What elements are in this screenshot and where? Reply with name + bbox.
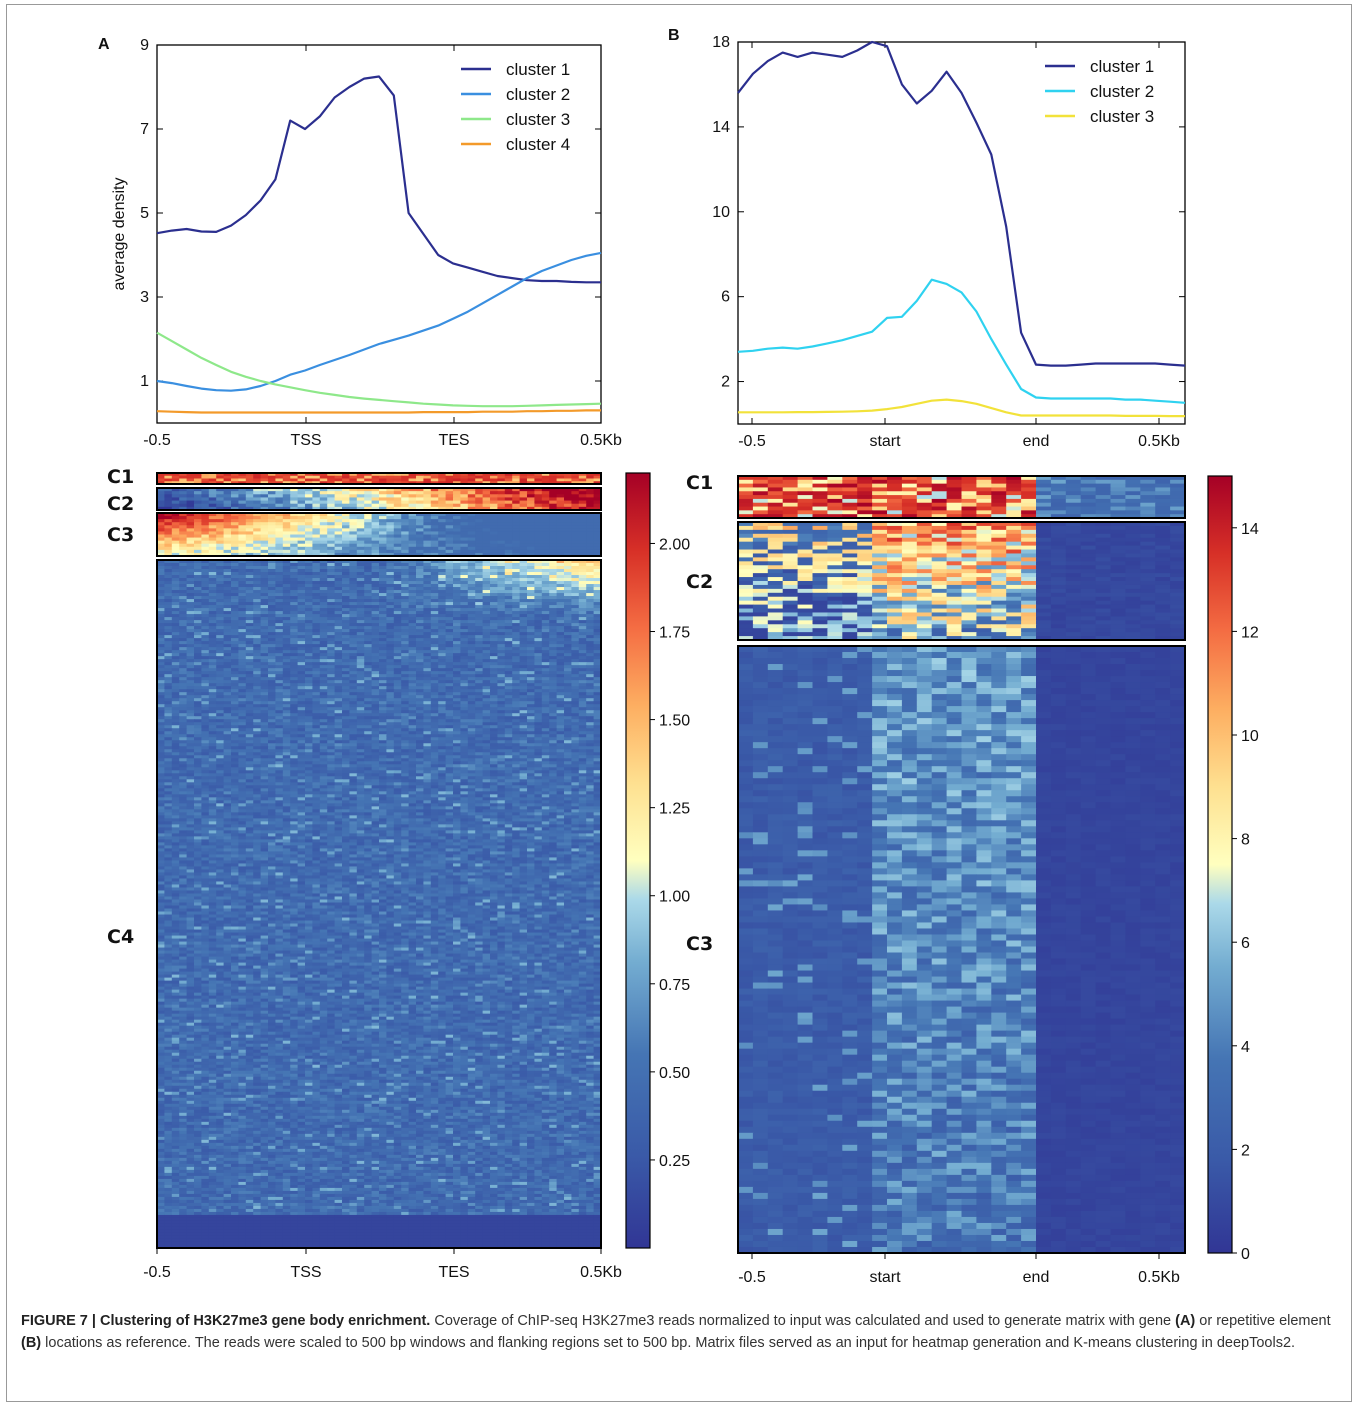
x-tick-label: 0.5Kb — [580, 432, 622, 449]
y-axis-label: average density — [111, 178, 128, 291]
y-tick-label: 7 — [140, 121, 149, 138]
legend-entry: cluster 2 — [506, 85, 570, 104]
x-tick-label: 0.5Kb — [1138, 433, 1180, 450]
legend-entry: cluster 2 — [1090, 82, 1154, 101]
x-tick-label: -0.5 — [143, 432, 171, 449]
panel-label-b: B — [668, 27, 680, 44]
y-tick-label: 3 — [140, 289, 149, 306]
legend-entry: cluster 3 — [1090, 107, 1154, 126]
y-tick-label: 9 — [140, 37, 149, 54]
y-tick-label: 6 — [721, 289, 730, 306]
y-tick-label: 14 — [712, 119, 730, 136]
series-line-cluster-2 — [738, 280, 1185, 403]
x-tick-label: TSS — [290, 432, 321, 449]
heatmap-a — [157, 473, 602, 1249]
x-tick-label: TES — [438, 432, 469, 449]
series-line-cluster-4 — [157, 410, 601, 412]
y-tick-label: 18 — [712, 34, 730, 51]
y-tick-label: 2 — [721, 374, 730, 391]
panel-label-a: A — [98, 36, 110, 53]
y-tick-label: 10 — [712, 204, 730, 221]
legend-entry: cluster 3 — [506, 110, 570, 129]
x-tick-label: end — [1023, 433, 1050, 450]
series-line-cluster-3 — [738, 400, 1185, 417]
series-line-cluster-1 — [157, 77, 601, 283]
series-line-cluster-2 — [157, 253, 601, 391]
legend-entry: cluster 4 — [506, 135, 570, 154]
x-tick-label: start — [869, 433, 901, 450]
y-tick-label: 1 — [140, 373, 149, 390]
y-tick-label: 5 — [140, 205, 149, 222]
x-tick-label: -0.5 — [738, 433, 766, 450]
legend-entry: cluster 1 — [1090, 57, 1154, 76]
legend-entry: cluster 1 — [506, 60, 570, 79]
